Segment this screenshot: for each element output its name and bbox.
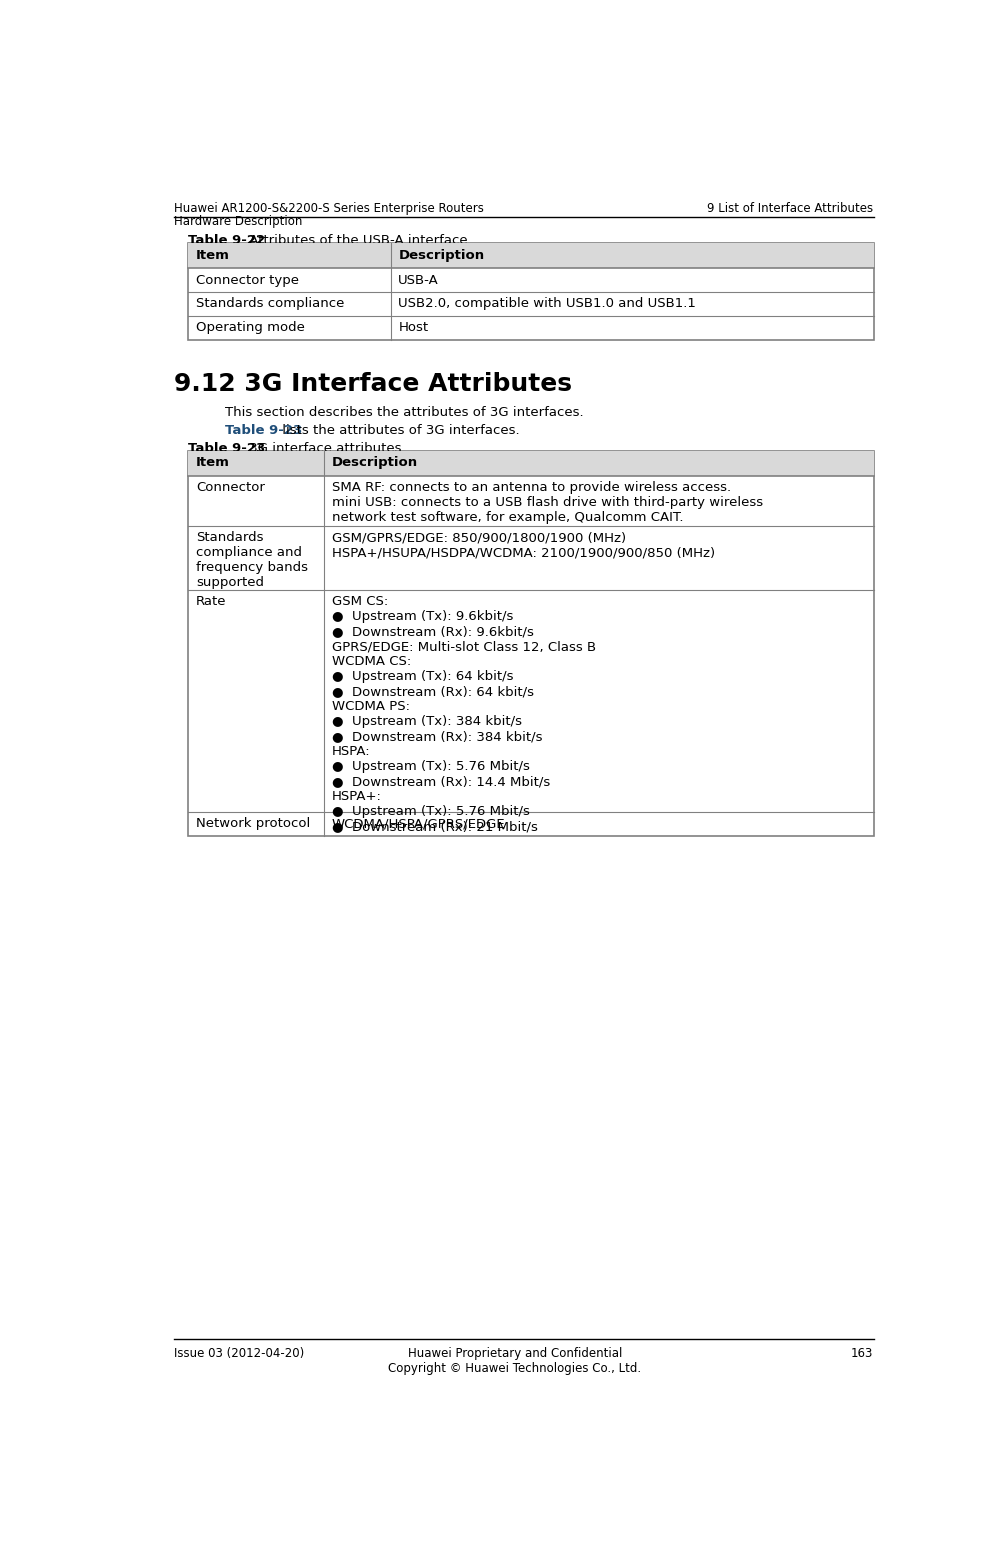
Text: This section describes the attributes of 3G interfaces.: This section describes the attributes of… <box>225 406 584 420</box>
Text: Host: Host <box>398 321 428 334</box>
Text: SMA RF: connects to an antenna to provide wireless access.
mini USB: connects to: SMA RF: connects to an antenna to provid… <box>332 481 763 523</box>
Text: Connector type: Connector type <box>196 274 299 287</box>
Text: Huawei Proprietary and Confidential
Copyright © Huawei Technologies Co., Ltd.: Huawei Proprietary and Confidential Copy… <box>389 1348 641 1374</box>
Text: Description: Description <box>332 456 418 470</box>
Text: Standards
compliance and
frequency bands
supported: Standards compliance and frequency bands… <box>196 531 309 589</box>
Text: 9 List of Interface Attributes: 9 List of Interface Attributes <box>708 202 873 215</box>
Text: GSM/GPRS/EDGE: 850/900/1800/1900 (MHz)
HSPA+/HSUPA/HSDPA/WCDMA: 2100/1900/900/85: GSM/GPRS/EDGE: 850/900/1800/1900 (MHz) H… <box>332 531 715 559</box>
Text: USB-A: USB-A <box>398 274 439 287</box>
Text: Issue 03 (2012-04-20): Issue 03 (2012-04-20) <box>175 1348 305 1360</box>
Text: Hardware Description: Hardware Description <box>175 215 303 227</box>
Bar <box>188 243 873 268</box>
Text: GSM CS:
●  Upstream (Tx): 9.6kbit/s
●  Downstream (Rx): 9.6kbit/s
GPRS/EDGE: Mul: GSM CS: ● Upstream (Tx): 9.6kbit/s ● Dow… <box>332 595 596 834</box>
Text: Description: Description <box>398 249 484 262</box>
Text: USB2.0, compatible with USB1.0 and USB1.1: USB2.0, compatible with USB1.0 and USB1.… <box>398 298 696 310</box>
Text: 163: 163 <box>851 1348 873 1360</box>
Text: Operating mode: Operating mode <box>196 321 306 334</box>
Text: lists the attributes of 3G interfaces.: lists the attributes of 3G interfaces. <box>277 425 520 437</box>
Text: Connector: Connector <box>196 481 265 494</box>
Text: Item: Item <box>196 249 230 262</box>
Text: Item: Item <box>196 456 230 470</box>
Text: 9.12 3G Interface Attributes: 9.12 3G Interface Attributes <box>175 373 573 396</box>
Text: Rate: Rate <box>196 595 227 608</box>
Text: Table 9-23: Table 9-23 <box>225 425 303 437</box>
Bar <box>188 451 873 835</box>
Bar <box>188 451 873 476</box>
Text: Table 9-22: Table 9-22 <box>188 233 265 248</box>
Text: Huawei AR1200-S&2200-S Series Enterprise Routers: Huawei AR1200-S&2200-S Series Enterprise… <box>175 202 484 215</box>
Text: Network protocol: Network protocol <box>196 816 311 831</box>
Text: Table 9-23: Table 9-23 <box>188 442 265 454</box>
Bar <box>188 243 873 340</box>
Text: Standards compliance: Standards compliance <box>196 298 345 310</box>
Text: WCDMA/HSPA/GPRS/EDGE: WCDMA/HSPA/GPRS/EDGE <box>332 816 506 831</box>
Text: Attributes of the USB-A interface: Attributes of the USB-A interface <box>245 233 467 248</box>
Text: 3G interface attributes: 3G interface attributes <box>245 442 401 454</box>
